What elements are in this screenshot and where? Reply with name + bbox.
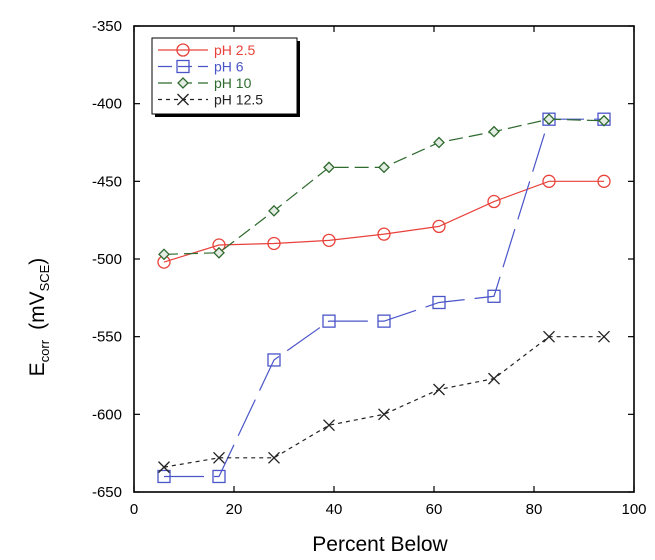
legend-marker <box>177 77 189 89</box>
data-point <box>157 469 171 484</box>
series-ph-12-5 <box>158 330 610 474</box>
y-axis-label-main: E <box>26 362 49 376</box>
legend-label: pH 2.5 <box>214 42 255 58</box>
series-ph-6 <box>157 112 611 484</box>
data-point <box>378 408 390 421</box>
data-point <box>488 372 500 385</box>
y-axis-label: Ecorr (mVSCE) <box>26 258 52 377</box>
data-point <box>268 451 280 464</box>
y-axis-label-unit-close: ) <box>26 258 49 265</box>
y-tick-label: -650 <box>92 484 122 501</box>
data-point <box>377 314 391 328</box>
y-tick-label: -550 <box>92 329 122 346</box>
data-point <box>432 219 446 234</box>
data-point <box>377 227 391 241</box>
legend-label: pH 10 <box>214 75 252 91</box>
y-tick-label: -600 <box>92 406 122 423</box>
data-point <box>543 113 555 126</box>
data-point <box>487 289 501 303</box>
x-axis-label: Percent Below <box>312 533 448 556</box>
legend-label: pH 12.5 <box>214 92 263 108</box>
x-tick-label: 60 <box>426 501 443 518</box>
data-point <box>433 136 445 149</box>
data-point <box>158 248 170 261</box>
y-tick-label: -450 <box>92 173 122 190</box>
y-tick-label: -400 <box>92 96 122 113</box>
data-point <box>433 383 445 396</box>
series-ph-2-5 <box>157 174 611 269</box>
x-tick-label: 20 <box>226 501 243 518</box>
data-point <box>543 330 555 343</box>
y-tick-label: -500 <box>92 251 122 268</box>
y-axis-label-unit-sub: SCE <box>37 264 52 291</box>
axis-ticks: 0 20 40 60 80 100 -350 -400 -450 -500 -550 -600 -650 <box>92 18 647 518</box>
data-point <box>597 174 611 188</box>
data-point <box>213 246 225 259</box>
series-line <box>163 336 604 468</box>
legend-label: pH 6 <box>214 59 244 75</box>
data-point <box>267 236 281 251</box>
y-axis-label-main-sub: corr <box>37 339 52 362</box>
data-point <box>268 204 280 217</box>
data-point <box>488 125 500 138</box>
y-tick-label: -350 <box>92 18 122 35</box>
data-point <box>322 314 336 328</box>
data-point <box>323 161 335 174</box>
x-tick-label: 40 <box>326 501 343 518</box>
x-tick-label: 0 <box>130 501 138 518</box>
series-layer <box>157 112 611 484</box>
legend-box <box>151 37 298 115</box>
x-tick-label: 80 <box>526 501 543 518</box>
legend-marker <box>176 43 190 57</box>
legend-marker <box>176 59 190 74</box>
x-tick-label: 100 <box>621 501 646 518</box>
data-point <box>158 461 170 474</box>
data-point <box>432 295 446 310</box>
series-line <box>164 118 604 478</box>
y-axis-label-unit-open: (mV <box>26 291 49 330</box>
series-ph-10 <box>158 113 610 261</box>
series-line <box>163 180 604 263</box>
data-point <box>598 330 610 343</box>
data-point <box>378 161 390 174</box>
data-point <box>487 194 501 209</box>
data-point <box>323 419 335 432</box>
data-point <box>542 174 556 188</box>
data-point <box>212 469 226 484</box>
data-point <box>598 114 610 127</box>
data-point <box>213 451 225 464</box>
data-point <box>267 353 281 367</box>
legend-marker <box>177 93 189 106</box>
data-point <box>322 233 336 248</box>
